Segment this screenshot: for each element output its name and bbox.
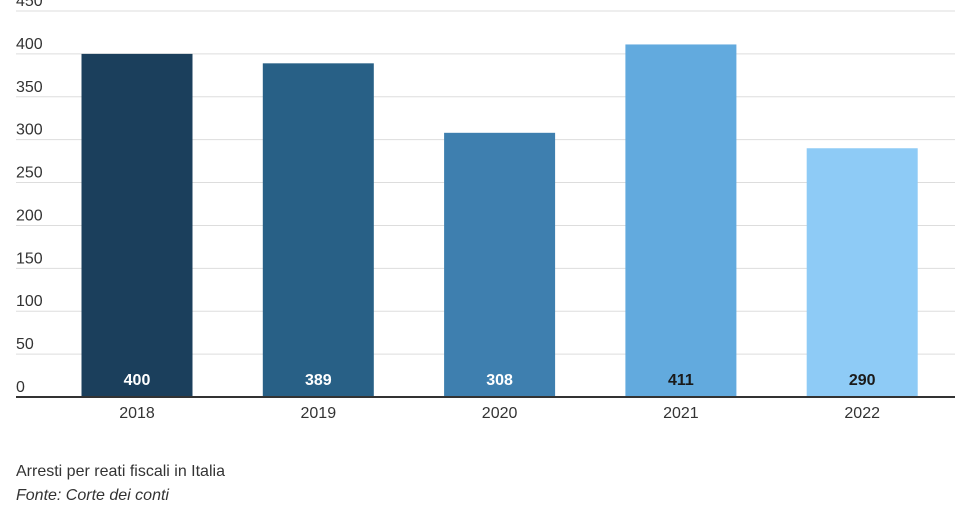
y-tick-label: 100 xyxy=(16,293,43,310)
y-axis-ticks: 0 50 100 150 200 250 300 350 400 450 xyxy=(16,0,43,396)
x-tick-label-2020: 2020 xyxy=(482,405,518,422)
bar-2020 xyxy=(444,132,556,397)
y-tick-label: 350 xyxy=(16,79,43,96)
data-label-2021: 411 xyxy=(668,372,694,389)
bar-chart: 0 50 100 150 200 250 300 350 400 450 400 389 308 411… xyxy=(16,0,955,422)
bar-2019 xyxy=(262,63,374,398)
bars xyxy=(81,44,918,398)
data-label-2022: 290 xyxy=(849,372,876,389)
y-tick-label: 0 xyxy=(16,379,25,396)
y-tick-label: 50 xyxy=(16,336,34,353)
y-tick-label: 300 xyxy=(16,122,43,139)
data-label-2018: 400 xyxy=(124,372,151,389)
y-tick-label: 400 xyxy=(16,36,43,53)
data-labels: 400 389 308 411 290 xyxy=(124,372,876,389)
x-tick-label-2018: 2018 xyxy=(119,405,155,422)
data-label-2019: 389 xyxy=(305,372,332,389)
x-axis-ticks: 2018 2019 2020 2021 2022 xyxy=(119,405,880,422)
y-tick-label: 150 xyxy=(16,250,43,267)
x-tick-label-2022: 2022 xyxy=(844,405,880,422)
x-tick-label-2021: 2021 xyxy=(663,405,699,422)
y-tick-label: 450 xyxy=(16,0,43,10)
chart-caption-title: Arresti per reati fiscali in Italia xyxy=(16,463,225,480)
y-tick-label: 200 xyxy=(16,207,43,224)
x-tick-label-2019: 2019 xyxy=(301,405,337,422)
y-tick-label: 250 xyxy=(16,165,43,182)
bar-2021 xyxy=(625,44,737,397)
bar-2022 xyxy=(806,148,918,397)
data-label-2020: 308 xyxy=(486,372,513,389)
bar-2018 xyxy=(81,53,193,398)
chart-caption-source: Fonte: Corte dei conti xyxy=(16,487,169,504)
